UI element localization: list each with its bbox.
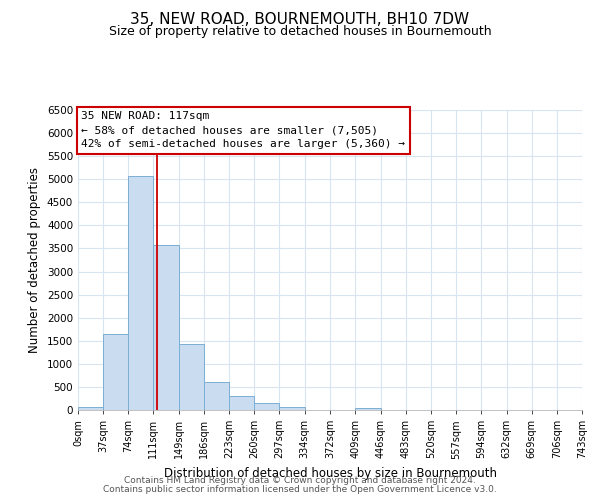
Bar <box>229 396 254 410</box>
Text: 35 NEW ROAD: 117sqm
← 58% of detached houses are smaller (7,505)
42% of semi-det: 35 NEW ROAD: 117sqm ← 58% of detached ho… <box>82 112 406 150</box>
Text: 35, NEW ROAD, BOURNEMOUTH, BH10 7DW: 35, NEW ROAD, BOURNEMOUTH, BH10 7DW <box>130 12 470 28</box>
Bar <box>153 245 179 410</box>
Text: Contains public sector information licensed under the Open Government Licence v3: Contains public sector information licen… <box>103 485 497 494</box>
Bar <box>128 176 153 410</box>
Bar <box>204 382 229 410</box>
Bar <box>103 334 128 410</box>
Text: Contains HM Land Registry data © Crown copyright and database right 2024.: Contains HM Land Registry data © Crown c… <box>124 476 476 485</box>
Bar <box>280 407 305 410</box>
Bar <box>254 403 280 410</box>
Y-axis label: Number of detached properties: Number of detached properties <box>28 167 41 353</box>
Bar <box>78 406 103 410</box>
Bar <box>179 344 204 410</box>
Text: Size of property relative to detached houses in Bournemouth: Size of property relative to detached ho… <box>109 25 491 38</box>
Bar <box>355 408 380 410</box>
X-axis label: Distribution of detached houses by size in Bournemouth: Distribution of detached houses by size … <box>163 467 497 480</box>
